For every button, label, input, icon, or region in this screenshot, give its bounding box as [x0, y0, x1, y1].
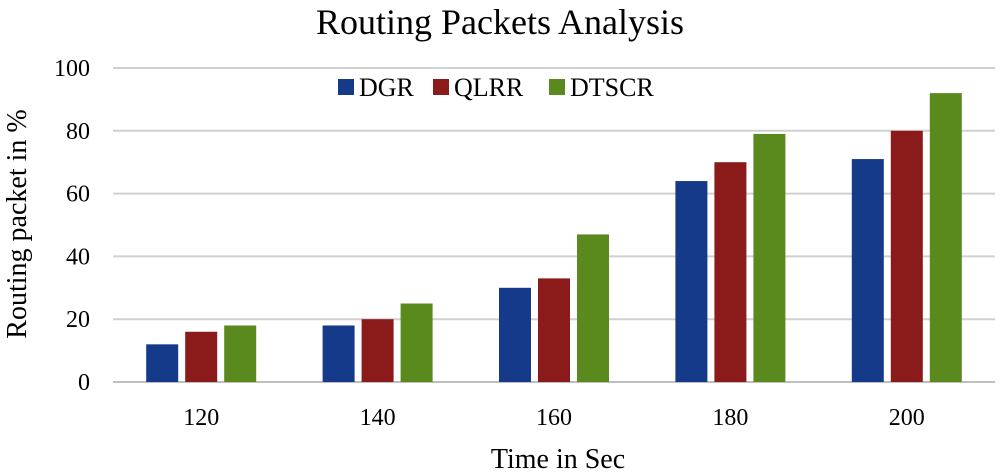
legend-label-dgr: DGR — [359, 73, 415, 102]
bar-qlrr-140 — [361, 319, 394, 382]
y-tick-label: 40 — [66, 244, 90, 270]
legend-label-qlrr: QLRR — [454, 73, 524, 102]
legend-swatch-dgr — [338, 79, 354, 95]
y-tick-label: 80 — [66, 119, 90, 145]
y-tick-label: 0 — [78, 370, 90, 396]
bar-qlrr-180 — [714, 162, 747, 382]
bar-qlrr-120 — [185, 331, 218, 382]
x-tick-label: 140 — [360, 405, 396, 431]
y-axis-title: Routing packet in % — [2, 109, 33, 338]
x-tick-label: 180 — [712, 405, 748, 431]
x-tick-label: 120 — [183, 405, 219, 431]
bar-dtscr-120 — [224, 325, 257, 382]
bar-dtscr-140 — [400, 303, 433, 382]
bar-dtscr-160 — [577, 234, 609, 382]
x-tick-label: 160 — [536, 405, 572, 431]
legend-swatch-dtscr — [549, 79, 565, 95]
x-axis-title: Time in Sec — [491, 444, 625, 475]
y-tick-label: 20 — [66, 307, 90, 333]
legend-label-dtscr: DTSCR — [570, 73, 654, 102]
y-tick-label: 100 — [54, 56, 90, 82]
bars — [146, 93, 962, 383]
bar-dtscr-180 — [753, 133, 786, 382]
legend-swatch-qlrr — [433, 79, 449, 95]
x-axis-ticks: 120 140 160 180 200 — [183, 405, 925, 431]
x-tick-label: 200 — [889, 405, 925, 431]
bar-dgr-140 — [322, 325, 355, 382]
gridlines — [113, 67, 995, 383]
bar-qlrr-200 — [890, 130, 923, 382]
y-tick-label: 60 — [66, 182, 90, 208]
bar-qlrr-160 — [538, 278, 570, 382]
chart-title: Routing Packets Analysis — [316, 2, 684, 42]
bar-dgr-120 — [146, 344, 179, 382]
bar-dgr-180 — [675, 181, 708, 382]
bar-dtscr-200 — [929, 93, 962, 383]
bar-dgr-200 — [851, 159, 884, 382]
y-axis-ticks: 0 20 40 60 80 100 — [54, 56, 90, 396]
legend: DGR QLRR DTSCR — [338, 73, 654, 102]
bar-dgr-160 — [499, 287, 531, 382]
